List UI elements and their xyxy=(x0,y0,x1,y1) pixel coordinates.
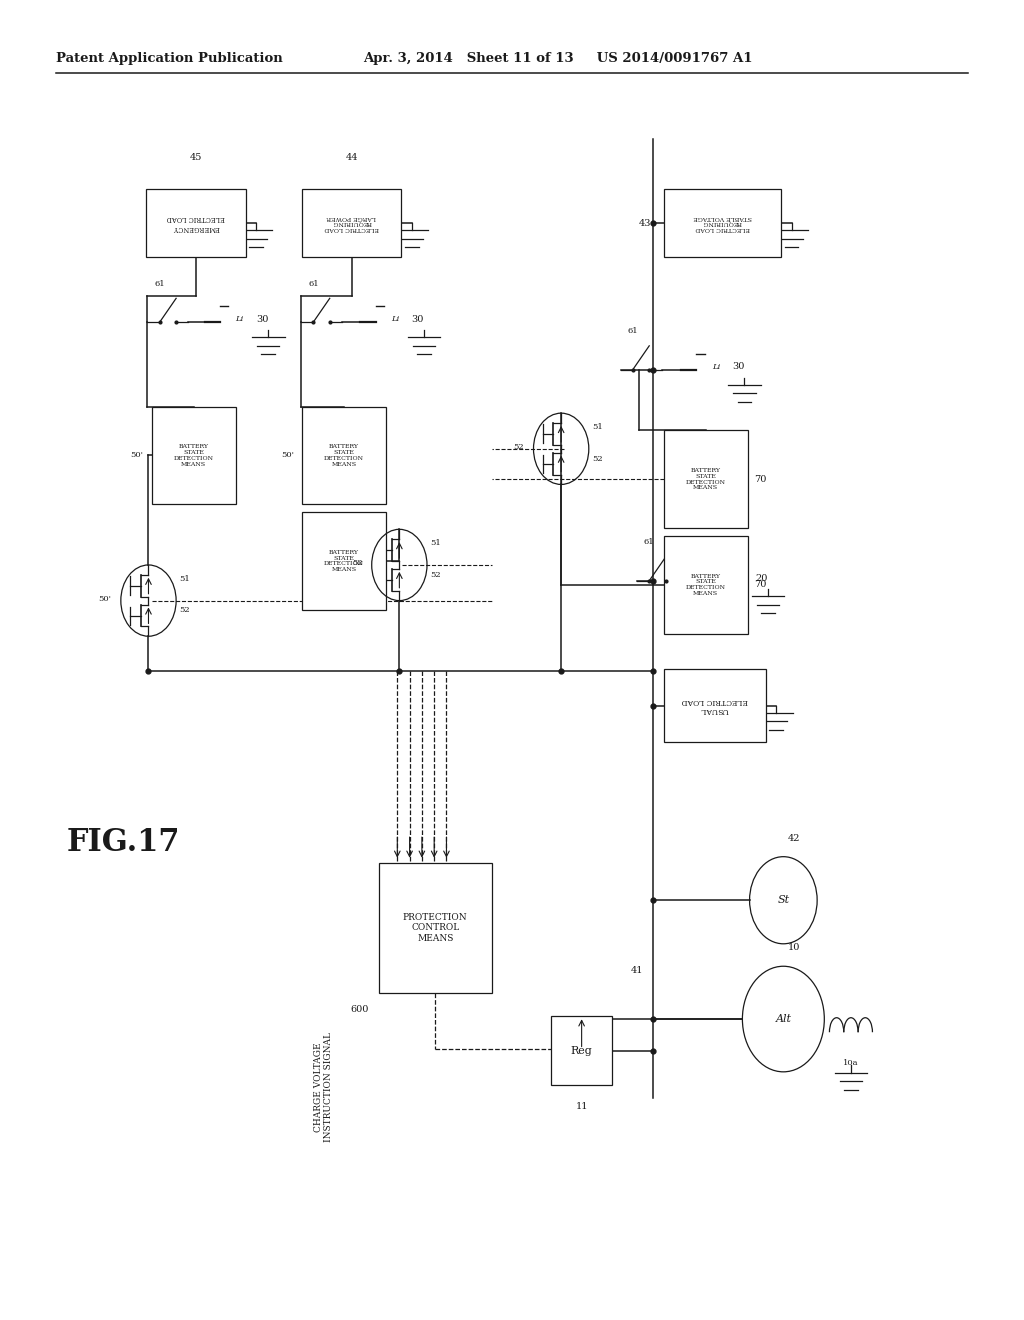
Text: 51: 51 xyxy=(592,422,602,432)
Text: 50': 50' xyxy=(281,451,294,459)
Text: 42: 42 xyxy=(787,834,800,843)
Text: FIG.17: FIG.17 xyxy=(67,826,180,858)
Text: Alt: Alt xyxy=(775,1014,792,1024)
Text: 10a: 10a xyxy=(843,1059,859,1068)
Text: 45: 45 xyxy=(189,153,203,162)
Bar xyxy=(551,1016,612,1085)
Text: 61: 61 xyxy=(644,539,654,546)
Bar xyxy=(302,512,386,610)
Bar xyxy=(664,669,766,742)
Text: 10: 10 xyxy=(787,944,800,953)
Text: CHARGE VOLTAGE
INSTRUCTION SIGNAL: CHARGE VOLTAGE INSTRUCTION SIGNAL xyxy=(314,1032,333,1142)
Bar xyxy=(664,536,748,634)
Text: 52: 52 xyxy=(430,570,440,579)
Text: 61: 61 xyxy=(155,280,165,288)
Text: ELECTRIC LOAD
REQUIRING
STABLE VOLTAGE: ELECTRIC LOAD REQUIRING STABLE VOLTAGE xyxy=(693,215,752,231)
Text: 44: 44 xyxy=(345,153,358,162)
Bar xyxy=(146,189,246,257)
Text: Apr. 3, 2014   Sheet 11 of 13     US 2014/0091767 A1: Apr. 3, 2014 Sheet 11 of 13 US 2014/0091… xyxy=(364,51,753,65)
Text: BATTERY
STATE
DETECTION
MEANS: BATTERY STATE DETECTION MEANS xyxy=(173,445,214,466)
Text: 43: 43 xyxy=(639,219,651,227)
Text: Reg: Reg xyxy=(570,1045,593,1056)
Text: Patent Application Publication: Patent Application Publication xyxy=(56,51,283,65)
Bar xyxy=(302,189,401,257)
Text: 52: 52 xyxy=(592,454,602,463)
Text: ELECTRIC LOAD
REQUIRING
LARGE POWER: ELECTRIC LOAD REQUIRING LARGE POWER xyxy=(325,215,379,231)
Text: 600: 600 xyxy=(350,1006,369,1015)
Text: Pb: Pb xyxy=(733,574,744,582)
Bar xyxy=(152,407,236,504)
Text: Li: Li xyxy=(712,363,720,371)
Text: BATTERY
STATE
DETECTION
MEANS: BATTERY STATE DETECTION MEANS xyxy=(685,469,726,490)
Bar xyxy=(379,863,492,993)
Text: 70: 70 xyxy=(754,475,766,483)
Text: USUAL
ELECTRIC LOAD: USUAL ELECTRIC LOAD xyxy=(682,697,748,714)
Text: 70: 70 xyxy=(754,581,766,589)
Text: BATTERY
STATE
DETECTION
MEANS: BATTERY STATE DETECTION MEANS xyxy=(324,550,365,572)
Text: 20: 20 xyxy=(756,574,768,582)
Bar xyxy=(664,430,748,528)
Text: BATTERY
STATE
DETECTION
MEANS: BATTERY STATE DETECTION MEANS xyxy=(324,445,365,466)
Text: Li: Li xyxy=(236,315,244,323)
Text: 51: 51 xyxy=(430,539,440,548)
Text: 61: 61 xyxy=(628,327,638,335)
Text: 51: 51 xyxy=(179,574,189,583)
Text: 61: 61 xyxy=(308,280,318,288)
Text: 52: 52 xyxy=(179,606,189,615)
Text: 52: 52 xyxy=(514,442,524,451)
Bar xyxy=(302,407,386,504)
Text: BATTERY
STATE
DETECTION
MEANS: BATTERY STATE DETECTION MEANS xyxy=(685,574,726,595)
Text: St: St xyxy=(777,895,790,906)
Text: Li: Li xyxy=(391,315,399,323)
Text: 41: 41 xyxy=(631,966,643,975)
Text: PROTECTION
CONTROL
MEANS: PROTECTION CONTROL MEANS xyxy=(402,913,468,942)
Text: 50': 50' xyxy=(130,451,143,459)
Text: 30: 30 xyxy=(256,315,268,323)
Text: 52: 52 xyxy=(352,558,362,568)
Text: 30: 30 xyxy=(732,363,744,371)
Bar xyxy=(664,189,781,257)
Text: 30: 30 xyxy=(412,315,424,323)
Text: 11: 11 xyxy=(575,1102,588,1111)
Text: 50': 50' xyxy=(98,594,112,603)
Text: EMERGENCY
ELECTRIC LOAD: EMERGENCY ELECTRIC LOAD xyxy=(167,214,225,232)
